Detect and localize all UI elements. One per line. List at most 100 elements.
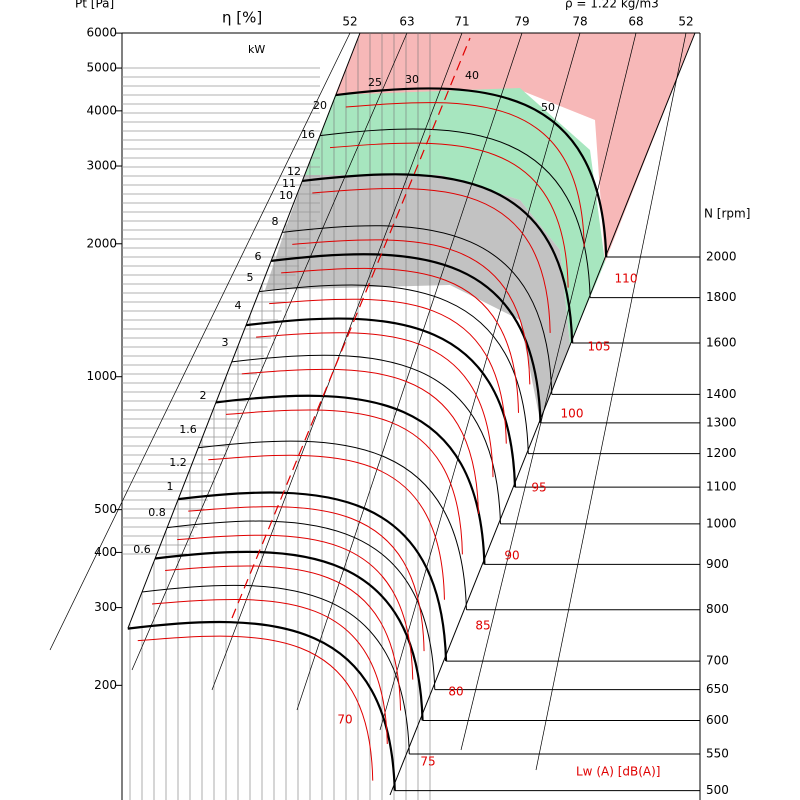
sound-value: 80	[448, 685, 463, 699]
power-value: 30	[405, 73, 419, 86]
power-curve	[312, 188, 551, 333]
y-tick-label: 1000	[86, 369, 117, 383]
zone-grey	[265, 175, 570, 420]
power-value: 1	[167, 480, 174, 493]
power-value: 2	[200, 389, 207, 402]
power-curve	[137, 635, 374, 781]
power-value: 3	[222, 336, 229, 349]
power-curve	[225, 409, 463, 555]
power-value: 10	[279, 189, 293, 202]
y2-tick-label: 1200	[706, 446, 737, 460]
speed-curve	[319, 128, 591, 298]
power-value: 16	[301, 128, 315, 141]
power-value: 25	[368, 76, 382, 89]
power-curve	[152, 599, 388, 744]
y2-tick-label: 550	[706, 746, 729, 760]
efficiency-label: 52	[342, 15, 357, 29]
left-diagonal	[127, 32, 361, 629]
y2-tick-label: 650	[706, 682, 729, 696]
right-diagonal	[389, 32, 696, 796]
y-tick-label: 200	[94, 678, 117, 692]
power-curve	[165, 565, 402, 711]
power-value: 0.8	[148, 506, 166, 519]
y-tick-label: 300	[94, 600, 117, 614]
y2-label: N [rpm]	[704, 207, 750, 221]
speed-curve	[198, 440, 467, 610]
efficiency-label: 71	[454, 15, 469, 29]
power-curve	[256, 332, 494, 478]
speed-curve	[245, 317, 517, 488]
speed-curve	[141, 584, 410, 754]
y2-tick-label: 800	[706, 602, 729, 616]
efficiency-line	[131, 32, 408, 671]
y2-tick-label: 1400	[706, 387, 737, 401]
y-tick-label: 6000	[86, 26, 117, 40]
efficiency-label: 79	[514, 15, 529, 29]
power-value: 0.6	[133, 543, 151, 556]
power-curve	[208, 454, 445, 600]
y2-tick-label: 700	[706, 654, 729, 668]
power-value: 8	[272, 215, 279, 228]
y2-tick-label: 1800	[706, 290, 737, 304]
y-tick-label: 2000	[86, 236, 117, 250]
speed-curve	[271, 253, 542, 423]
power-curve	[345, 102, 585, 248]
power-value: 1.2	[169, 456, 187, 469]
zone-red	[335, 33, 695, 262]
speed-curve	[302, 173, 574, 343]
speed-curve	[259, 284, 529, 454]
sound-value: 95	[531, 481, 546, 495]
power-value: 50	[541, 101, 555, 114]
efficiency-label: 68	[628, 15, 643, 29]
power-curve	[188, 506, 425, 652]
y-tick-label: 4000	[86, 103, 117, 117]
efficiency-line	[379, 32, 581, 731]
y2-tick-label: 500	[706, 783, 729, 797]
efficiency-line	[49, 32, 351, 651]
power-value: 5	[247, 271, 254, 284]
sound-value: 75	[420, 755, 435, 769]
power-label: kW	[248, 43, 265, 56]
power-value: 1.6	[179, 423, 197, 436]
efficiency-label: 52	[678, 15, 693, 29]
y-tick-label: 400	[94, 545, 117, 559]
power-value: 12	[287, 165, 301, 178]
zone-green	[305, 88, 605, 345]
y2-tick-label: 1100	[706, 480, 737, 494]
efficiency-max	[231, 37, 471, 619]
power-value: 4	[235, 299, 242, 312]
sound-value: 110	[615, 272, 638, 286]
speed-curve	[178, 491, 448, 662]
efficiency-label: 63	[399, 15, 414, 29]
power-curve	[281, 267, 519, 413]
y-tick-label: 500	[94, 502, 117, 516]
power-value: 11	[282, 177, 296, 190]
speed-curve	[335, 87, 608, 258]
sound-value: 105	[588, 340, 611, 354]
sound-value: 100	[561, 407, 584, 421]
efficiency-label: 78	[572, 15, 587, 29]
power-value: 40	[465, 69, 479, 82]
power-curve	[292, 239, 531, 385]
efficiency-line	[460, 32, 637, 751]
efficiency-label: η [%]	[222, 9, 262, 27]
y2-tick-label: 900	[706, 557, 729, 571]
y-tick-label: 3000	[86, 159, 117, 173]
speed-curve	[215, 394, 486, 565]
y2-tick-label: 2000	[706, 250, 737, 264]
power-curve	[329, 142, 569, 288]
sound-value: 85	[475, 619, 490, 633]
y2-tick-label: 1600	[706, 335, 737, 349]
power-value: 20	[313, 99, 327, 112]
power-value: 6	[255, 250, 262, 263]
efficiency-line	[296, 32, 523, 711]
power-curve	[269, 298, 507, 444]
speed-curve	[282, 225, 553, 395]
y2-tick-label: 1300	[706, 415, 737, 429]
y-label: Pt [Pa]	[75, 0, 114, 11]
sound-value: 90	[504, 549, 519, 563]
y-tick-label: 5000	[86, 61, 117, 75]
y2-tick-label: 1000	[706, 516, 737, 530]
speed-curve	[127, 620, 396, 791]
speed-curve	[167, 520, 436, 690]
